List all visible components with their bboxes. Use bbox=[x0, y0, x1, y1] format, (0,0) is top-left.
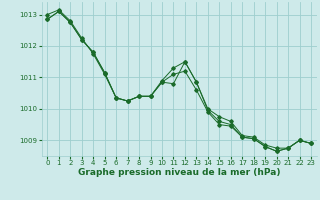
X-axis label: Graphe pression niveau de la mer (hPa): Graphe pression niveau de la mer (hPa) bbox=[78, 168, 280, 177]
